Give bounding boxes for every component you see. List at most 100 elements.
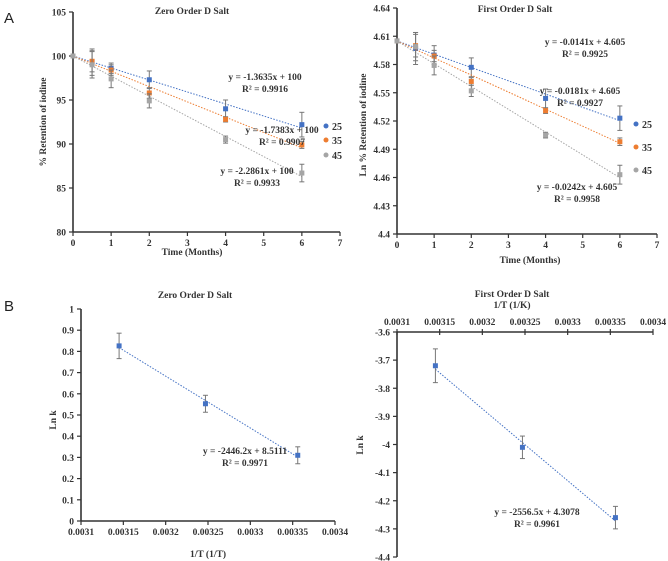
data-point (519, 444, 525, 450)
trendline (435, 368, 616, 522)
x-tick-label: 6 (299, 239, 304, 249)
data-point (468, 88, 474, 94)
y-tick-label: 0.7 (62, 369, 74, 379)
y-tick-label: 1 (69, 306, 74, 316)
x-tick-label: 6 (617, 241, 622, 251)
x-tick-label: 0.0033 (237, 528, 263, 538)
legend-marker (323, 137, 329, 143)
data-point (202, 401, 208, 407)
y-tick-label: 85 (57, 185, 67, 195)
x-tick-label: 1 (432, 241, 437, 251)
y-axis-label: % Retention of iodine (39, 78, 49, 167)
trend-equation: y = -1.3635x + 100 (228, 73, 302, 83)
trendline (72, 55, 303, 149)
y-tick-label: -3.9 (375, 413, 390, 423)
data-point (543, 108, 549, 114)
x-tick-label: 5 (580, 241, 585, 251)
trend-r2: R² = 0.9958 (554, 195, 600, 205)
y-tick-label: -3.8 (375, 385, 390, 395)
data-point (146, 77, 152, 83)
data-point (146, 98, 152, 104)
data-point (612, 515, 618, 521)
data-point (617, 139, 623, 145)
legend-marker (633, 167, 639, 173)
data-point (146, 90, 152, 96)
trend-equation: y = -0.0181x + 4.605 (540, 87, 621, 97)
x-tick-label: 0.00335 (277, 528, 308, 538)
y-tick-label: 0.3 (62, 454, 74, 464)
x-tick-label: 7 (655, 241, 660, 251)
data-point (617, 172, 623, 178)
x-tick-label: 3 (506, 241, 511, 251)
series-35: y = -1.7383x + 100 R² = 0.9907 35 (70, 50, 342, 149)
trendline (396, 40, 621, 179)
trend-r2: R² = 0.9925 (562, 50, 608, 60)
panel-label-b: B (4, 298, 15, 315)
legend-label: 35 (642, 143, 652, 154)
trend-equation: y = -2446.2x + 8.5111 (203, 447, 287, 457)
x-tick-label: 4 (223, 239, 228, 249)
y-tick-label: -4.4 (375, 554, 390, 561)
chart-2: 4.4 4.43 4.46 4.49 4.52 4.55 4.58 4.61 4.64 0 1 2 3 4… (359, 5, 660, 267)
y-tick-label: 0.6 (62, 390, 74, 400)
x-tick-label: 0 (71, 239, 76, 249)
y-axis-label: Ln % Retention of iodine (359, 74, 369, 177)
y-tick-label: 105 (52, 9, 67, 19)
x-tick-label: 2 (469, 241, 474, 251)
y-tick-label: 0.2 (62, 475, 74, 485)
x-tick-label: 0 (395, 241, 400, 251)
x-tick-label: 0.0032 (469, 318, 495, 328)
x-tick-label: 1 (109, 239, 114, 249)
y-tick-label: 0.9 (62, 327, 74, 337)
data-point (116, 343, 122, 349)
data-point (299, 122, 305, 128)
legend-label: 35 (332, 136, 342, 147)
x-tick-label: 2 (147, 239, 152, 249)
x-tick-label: 0.0031 (68, 528, 94, 538)
y-tick-label: -4.1 (375, 469, 390, 479)
y-tick-label: 0.5 (62, 412, 74, 422)
y-tick-label: 0.4 (62, 433, 74, 443)
y-tick-label: 80 (57, 229, 67, 239)
chart-title: First Order D Salt (478, 5, 553, 15)
y-axis-label: Ln k (49, 410, 59, 430)
trendline (118, 347, 299, 458)
data-point (468, 78, 474, 84)
x-axis-label: 1/T (1/K) (493, 300, 530, 311)
y-tick-label: 4.58 (373, 61, 390, 71)
series-35: y = -0.0181x + 4.605 R² = 0.9927 35 (394, 33, 652, 154)
x-tick-label: 0.00315 (424, 318, 455, 328)
data-point (431, 62, 437, 68)
legend-marker (633, 144, 639, 150)
y-tick-label: 0.8 (62, 348, 74, 358)
data-point (299, 142, 305, 148)
trend-equation: y = -2.2861x + 100 (220, 167, 294, 177)
trend-equation: y = -1.7383x + 100 (245, 126, 319, 136)
y-tick-label: 95 (57, 97, 67, 107)
legend-marker (633, 121, 639, 127)
data-point (394, 38, 400, 44)
y-tick-label: 4.43 (373, 202, 390, 212)
chart-title: Zero Order D Salt (155, 7, 230, 17)
data-point (223, 137, 229, 143)
y-tick-label: 4.55 (373, 89, 390, 99)
x-tick-label: 0.0034 (640, 318, 666, 328)
y-tick-label: 4.52 (373, 118, 390, 128)
x-tick-label: 0.00325 (510, 318, 541, 328)
data-point (295, 452, 301, 458)
chart-3: 0 0.1 0.2 0.3 0.4 0.5 0.6 0.7 0.8 0.9 1 0.0031 0.003… (49, 291, 348, 560)
x-tick-label: 5 (261, 239, 266, 249)
y-tick-label: 4.61 (373, 33, 390, 43)
y-tick-label: 4.64 (373, 5, 390, 15)
y-axis-label: Ln k (356, 435, 366, 455)
y-tick-label: -4 (382, 441, 390, 451)
legend-marker (323, 123, 329, 129)
x-axis-label: Time (Months) (500, 255, 561, 266)
y-tick-label: 4.46 (373, 174, 390, 184)
data-point (413, 44, 419, 50)
data-point (70, 53, 76, 59)
series-45: y = -0.0242x + 4.605 R² = 0.9958 45 (394, 31, 652, 205)
y-tick-label: -3.6 (375, 329, 390, 339)
data-point (543, 95, 549, 101)
